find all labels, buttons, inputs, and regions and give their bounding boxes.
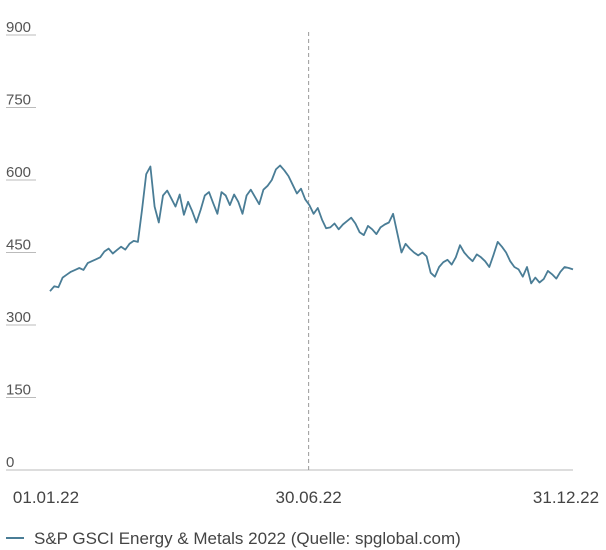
y-tick-label: 900	[6, 19, 31, 36]
y-tick-label: 600	[6, 164, 31, 181]
y-tick-label: 150	[6, 382, 31, 399]
legend: S&P GSCI Energy & Metals 2022 (Quelle: s…	[6, 529, 461, 548]
x-axis-labels: 01.01.22 30.06.22 31.12.22	[13, 488, 599, 507]
y-tick-label: 0	[6, 454, 14, 471]
x-tick-label: 30.06.22	[276, 488, 342, 507]
y-tick-label: 450	[6, 237, 31, 254]
series-line-gsci	[49, 164, 574, 292]
legend-label: S&P GSCI Energy & Metals 2022 (Quelle: s…	[34, 529, 461, 548]
x-tick-label: 01.01.22	[13, 488, 79, 507]
y-tick-label: 300	[6, 309, 31, 326]
y-axis: 0 150 300 450 600 750 900	[6, 19, 36, 471]
x-tick-label: 31.12.22	[533, 488, 599, 507]
y-tick-label: 750	[6, 92, 31, 109]
